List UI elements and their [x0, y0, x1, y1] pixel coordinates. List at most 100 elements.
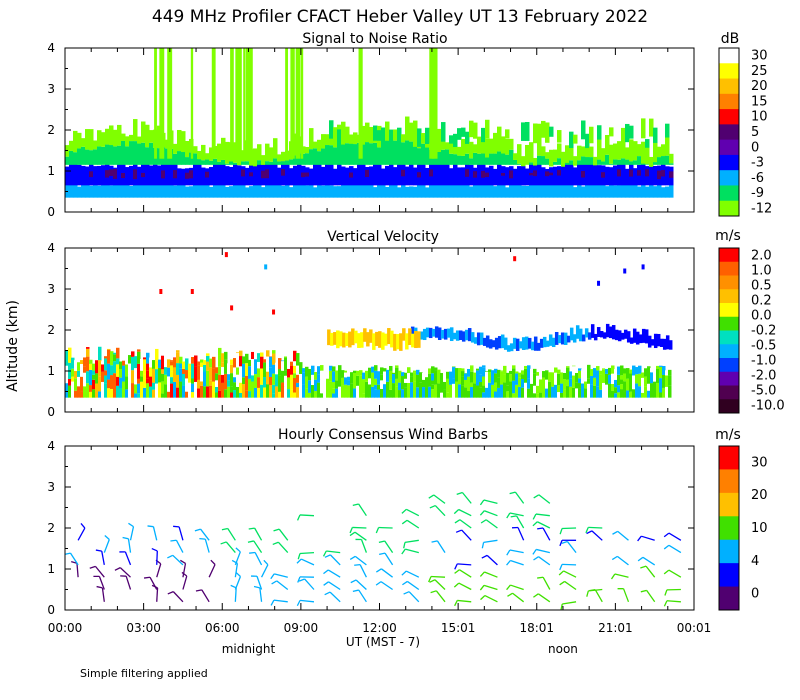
colorbar-swatch — [719, 399, 739, 414]
snr-cell — [625, 147, 630, 160]
colorbar-swatch — [719, 124, 739, 141]
colorbar-swatch — [719, 446, 739, 470]
snr-cell — [209, 167, 214, 186]
colorbar-label: 30 — [751, 49, 768, 64]
snr-cell — [485, 138, 490, 158]
colorbar-label: 20 — [751, 488, 768, 503]
snr-cell — [197, 182, 202, 198]
wind-barb-flag — [533, 593, 539, 598]
vv-cell — [659, 392, 663, 398]
vv-cell — [545, 340, 550, 347]
vv-cell — [336, 330, 340, 349]
vv-cell — [146, 378, 150, 384]
snr-cell — [385, 170, 390, 178]
vv-cell — [422, 328, 427, 341]
vv-cell — [104, 383, 108, 398]
vv-cell — [437, 383, 441, 398]
vv-cell — [242, 384, 246, 398]
vv-cell — [140, 376, 144, 382]
snr-cell — [397, 187, 402, 198]
y-tick-label: 2 — [47, 521, 55, 535]
snr-cell — [629, 169, 634, 177]
vv-cell — [536, 385, 540, 394]
vv-cell — [137, 393, 141, 398]
vv-cell — [539, 338, 544, 348]
snr-cell — [585, 145, 590, 158]
snr-cell — [349, 185, 354, 198]
snr-cell — [581, 120, 586, 140]
wind-barb-flag — [122, 536, 129, 540]
snr-cell — [337, 129, 342, 144]
snr-cell — [121, 173, 126, 179]
vv-cell — [542, 389, 546, 398]
wind-barb-flag — [532, 513, 537, 520]
vv-cell — [287, 377, 291, 390]
vv-cell — [629, 369, 633, 374]
snr-cell — [117, 124, 122, 146]
wind-barb — [225, 541, 236, 554]
wind-barb-flag — [324, 591, 331, 596]
vv-cell — [89, 385, 93, 392]
snr-cell — [233, 162, 238, 165]
vv-cell — [614, 387, 618, 394]
vv-cell — [473, 383, 477, 398]
snr-cell — [537, 155, 542, 165]
wind-barb-flag — [428, 494, 435, 499]
vv-cell — [98, 360, 102, 377]
colorbar-swatch — [719, 586, 739, 611]
vv-cell — [190, 289, 194, 294]
snr-cell — [213, 170, 218, 177]
colorbar-label: -12 — [751, 201, 772, 216]
vv-cell — [638, 365, 642, 374]
vv-cell — [155, 383, 159, 398]
vv-cell — [281, 360, 285, 362]
vv-cell — [518, 341, 523, 349]
vv-cell — [425, 387, 429, 398]
vv-cell — [272, 350, 276, 354]
snr-cell — [221, 159, 226, 165]
vv-cell — [125, 389, 129, 398]
snr-cell — [641, 118, 646, 139]
snr-cell — [577, 181, 582, 198]
snr-cell — [397, 138, 402, 165]
wind-barb — [405, 548, 419, 554]
snr-cell — [669, 171, 674, 178]
wind-barb-flag — [430, 590, 437, 594]
vv-cell — [188, 371, 192, 383]
snr-cell — [373, 142, 378, 165]
snr-cell — [85, 149, 90, 165]
vv-cell — [209, 367, 213, 381]
vv-cell — [641, 328, 646, 343]
vv-cell — [209, 385, 213, 398]
wind-barb-flag — [230, 584, 237, 589]
snr-cell — [113, 168, 118, 179]
snr-spike — [290, 48, 295, 159]
snr-spike — [190, 48, 194, 159]
vv-cell — [272, 309, 276, 315]
vv-cell — [366, 332, 370, 347]
vv-cell — [350, 383, 354, 398]
vv-cell — [344, 377, 348, 385]
wind-barb — [483, 499, 498, 505]
vv-cell — [146, 370, 150, 379]
vv-cell — [524, 365, 528, 369]
y-tick-label: 4 — [47, 41, 55, 55]
wind-barb — [436, 540, 446, 553]
vv-cell — [362, 393, 366, 398]
vv-cell — [389, 379, 393, 390]
vv-cell — [521, 387, 525, 398]
snr-cell — [205, 153, 210, 160]
vv-cell — [623, 368, 627, 374]
vv-cell — [485, 371, 489, 372]
vv-cell — [551, 372, 555, 387]
vv-cell — [251, 381, 255, 398]
vv-cell — [206, 361, 210, 371]
vv-cell — [260, 352, 264, 357]
vv-cell — [410, 326, 415, 339]
vv-cell — [215, 392, 219, 398]
vv-cell — [629, 337, 634, 344]
vv-cell — [563, 372, 567, 380]
vv-cell — [470, 366, 474, 372]
snr-unit: dB — [721, 31, 740, 47]
